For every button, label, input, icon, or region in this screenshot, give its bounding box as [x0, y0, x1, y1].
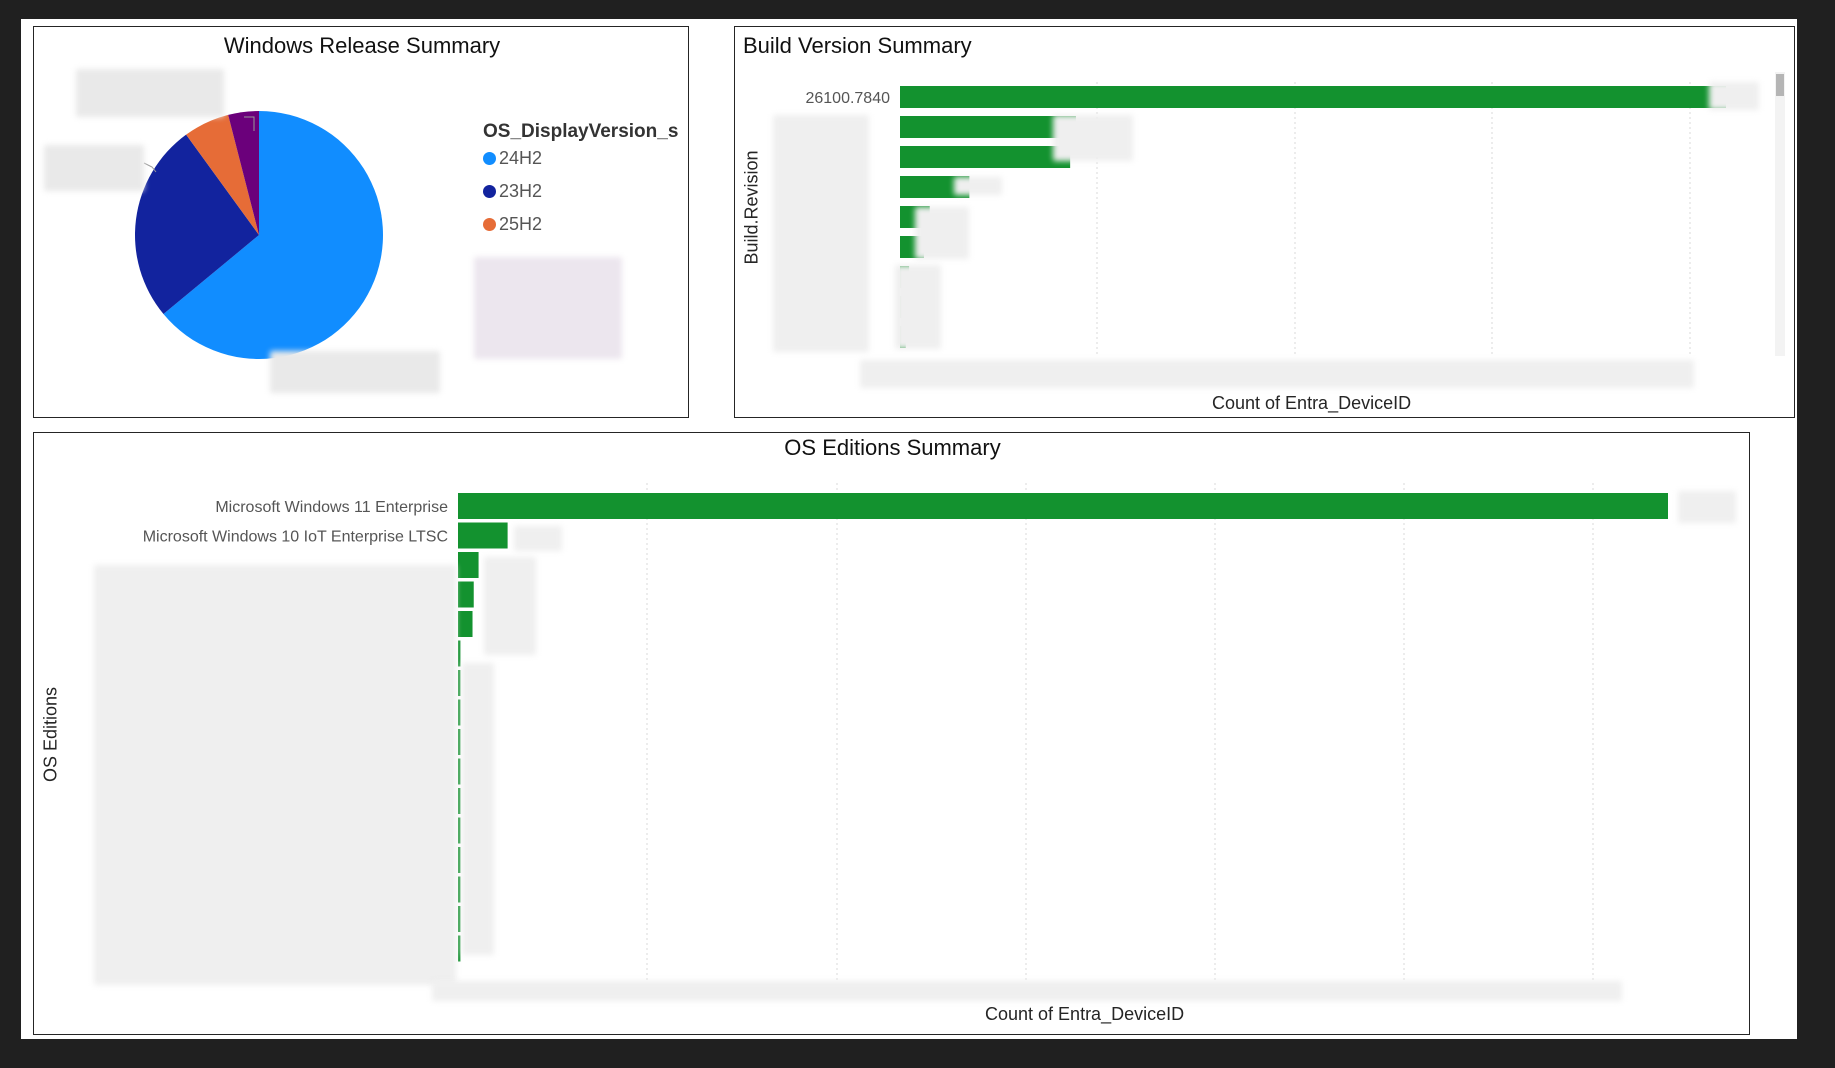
pie-legend: OS_DisplayVersion_s 24H2 23H2 25H2 — [483, 121, 678, 235]
build-scrollbar-thumb[interactable] — [1776, 74, 1784, 96]
pie-leader-line — [244, 116, 255, 131]
editions-bar[interactable] — [458, 817, 461, 844]
legend-label: 25H2 — [499, 214, 543, 234]
legend-item-25H2[interactable]: 25H2 — [483, 214, 678, 235]
redacted-data-label — [895, 265, 941, 349]
build-version-summary-panel[interactable]: Build Version Summary 26100.7840 Build.R… — [734, 26, 1795, 418]
redacted-data-label — [44, 145, 144, 191]
os-editions-summary-panel[interactable]: OS Editions Summary Microsoft Windows 11… — [33, 432, 1750, 1035]
windows-release-summary-panel[interactable]: Windows Release Summary OS_DisplayVersio… — [33, 26, 689, 418]
editions-x-axis-title: Count of Entra_DeviceID — [985, 1004, 1185, 1024]
legend-title: OS_DisplayVersion_s — [483, 121, 679, 142]
redacted-data-label — [915, 207, 969, 259]
editions-bar[interactable] — [458, 552, 479, 578]
build-bar[interactable] — [900, 146, 1071, 168]
redacted-x-tick-labels — [432, 981, 1622, 1001]
editions-y-axis-title: OS Editions — [40, 686, 61, 783]
redacted-data-label — [270, 351, 440, 393]
pie-slice-23H2[interactable] — [134, 134, 259, 315]
editions-bar[interactable] — [458, 611, 473, 637]
editions-bar[interactable] — [458, 640, 461, 667]
redacted-x-tick-labels — [860, 360, 1694, 388]
legend-dot — [483, 152, 496, 165]
redacted-category-labels — [773, 115, 869, 352]
pie-leader-line — [143, 162, 157, 173]
editions-title: OS Editions Summary — [784, 435, 1001, 460]
legend-label: 23H2 — [499, 181, 543, 201]
pie-slice-25H2[interactable] — [186, 114, 259, 235]
redacted-data-label — [954, 177, 1002, 195]
editions-bar[interactable] — [458, 581, 474, 608]
editions-bar[interactable] — [458, 906, 461, 932]
legend-item-23H2[interactable]: 23H2 — [483, 181, 678, 202]
redacted-data-label — [514, 526, 562, 551]
legend-dot — [483, 218, 496, 231]
build-y-axis-title: Build.Revision — [741, 150, 762, 265]
build-bar[interactable] — [900, 116, 1076, 138]
editions-bar[interactable] — [458, 758, 461, 785]
redacted-category-labels — [94, 565, 456, 985]
legend-label: 24H2 — [499, 148, 543, 168]
report-canvas: Windows Release Summary OS_DisplayVersio… — [21, 19, 1797, 1039]
editions-category-label: Microsoft Windows 10 IoT Enterprise LTSC — [143, 529, 448, 546]
build-category-label: 26100.7840 — [805, 90, 890, 107]
redacted-data-label — [462, 663, 494, 955]
redacted-data-label — [1709, 82, 1759, 110]
build-bar[interactable] — [900, 86, 1726, 108]
editions-bar[interactable] — [458, 847, 461, 873]
editions-bar[interactable] — [458, 935, 461, 962]
editions-bar[interactable] — [458, 670, 461, 696]
editions-bar[interactable] — [458, 699, 461, 726]
build-bar[interactable] — [900, 176, 970, 198]
redacted-data-label — [484, 557, 536, 655]
editions-bar[interactable] — [458, 493, 1668, 519]
pie-title: Windows Release Summary — [223, 33, 501, 58]
pie-slice-24H2[interactable] — [163, 111, 383, 359]
legend-item-24H2[interactable]: 24H2 — [483, 148, 678, 169]
redacted-data-label — [76, 69, 224, 117]
redacted-data-label — [1678, 491, 1736, 523]
pie-slice-other[interactable] — [228, 111, 259, 235]
editions-category-label: Microsoft Windows 11 Enterprise — [215, 499, 448, 516]
legend-dot — [483, 185, 496, 198]
pie-chart[interactable] — [34, 27, 690, 419]
build-bar-chart[interactable]: 26100.7840 — [735, 27, 1796, 419]
build-title: Build Version Summary — [743, 33, 972, 58]
build-x-axis-title: Count of Entra_DeviceID — [1212, 393, 1412, 413]
editions-bar[interactable] — [458, 522, 508, 549]
editions-bar[interactable] — [458, 788, 461, 814]
editions-bar-chart[interactable]: Microsoft Windows 11 Enterprise Microsoft… — [34, 433, 1751, 1036]
build-scrollbar[interactable] — [1775, 72, 1785, 356]
editions-bar[interactable] — [458, 729, 461, 755]
editions-bar[interactable] — [458, 876, 461, 903]
redacted-data-label — [1053, 115, 1133, 161]
redacted-legend-entries — [474, 257, 622, 359]
